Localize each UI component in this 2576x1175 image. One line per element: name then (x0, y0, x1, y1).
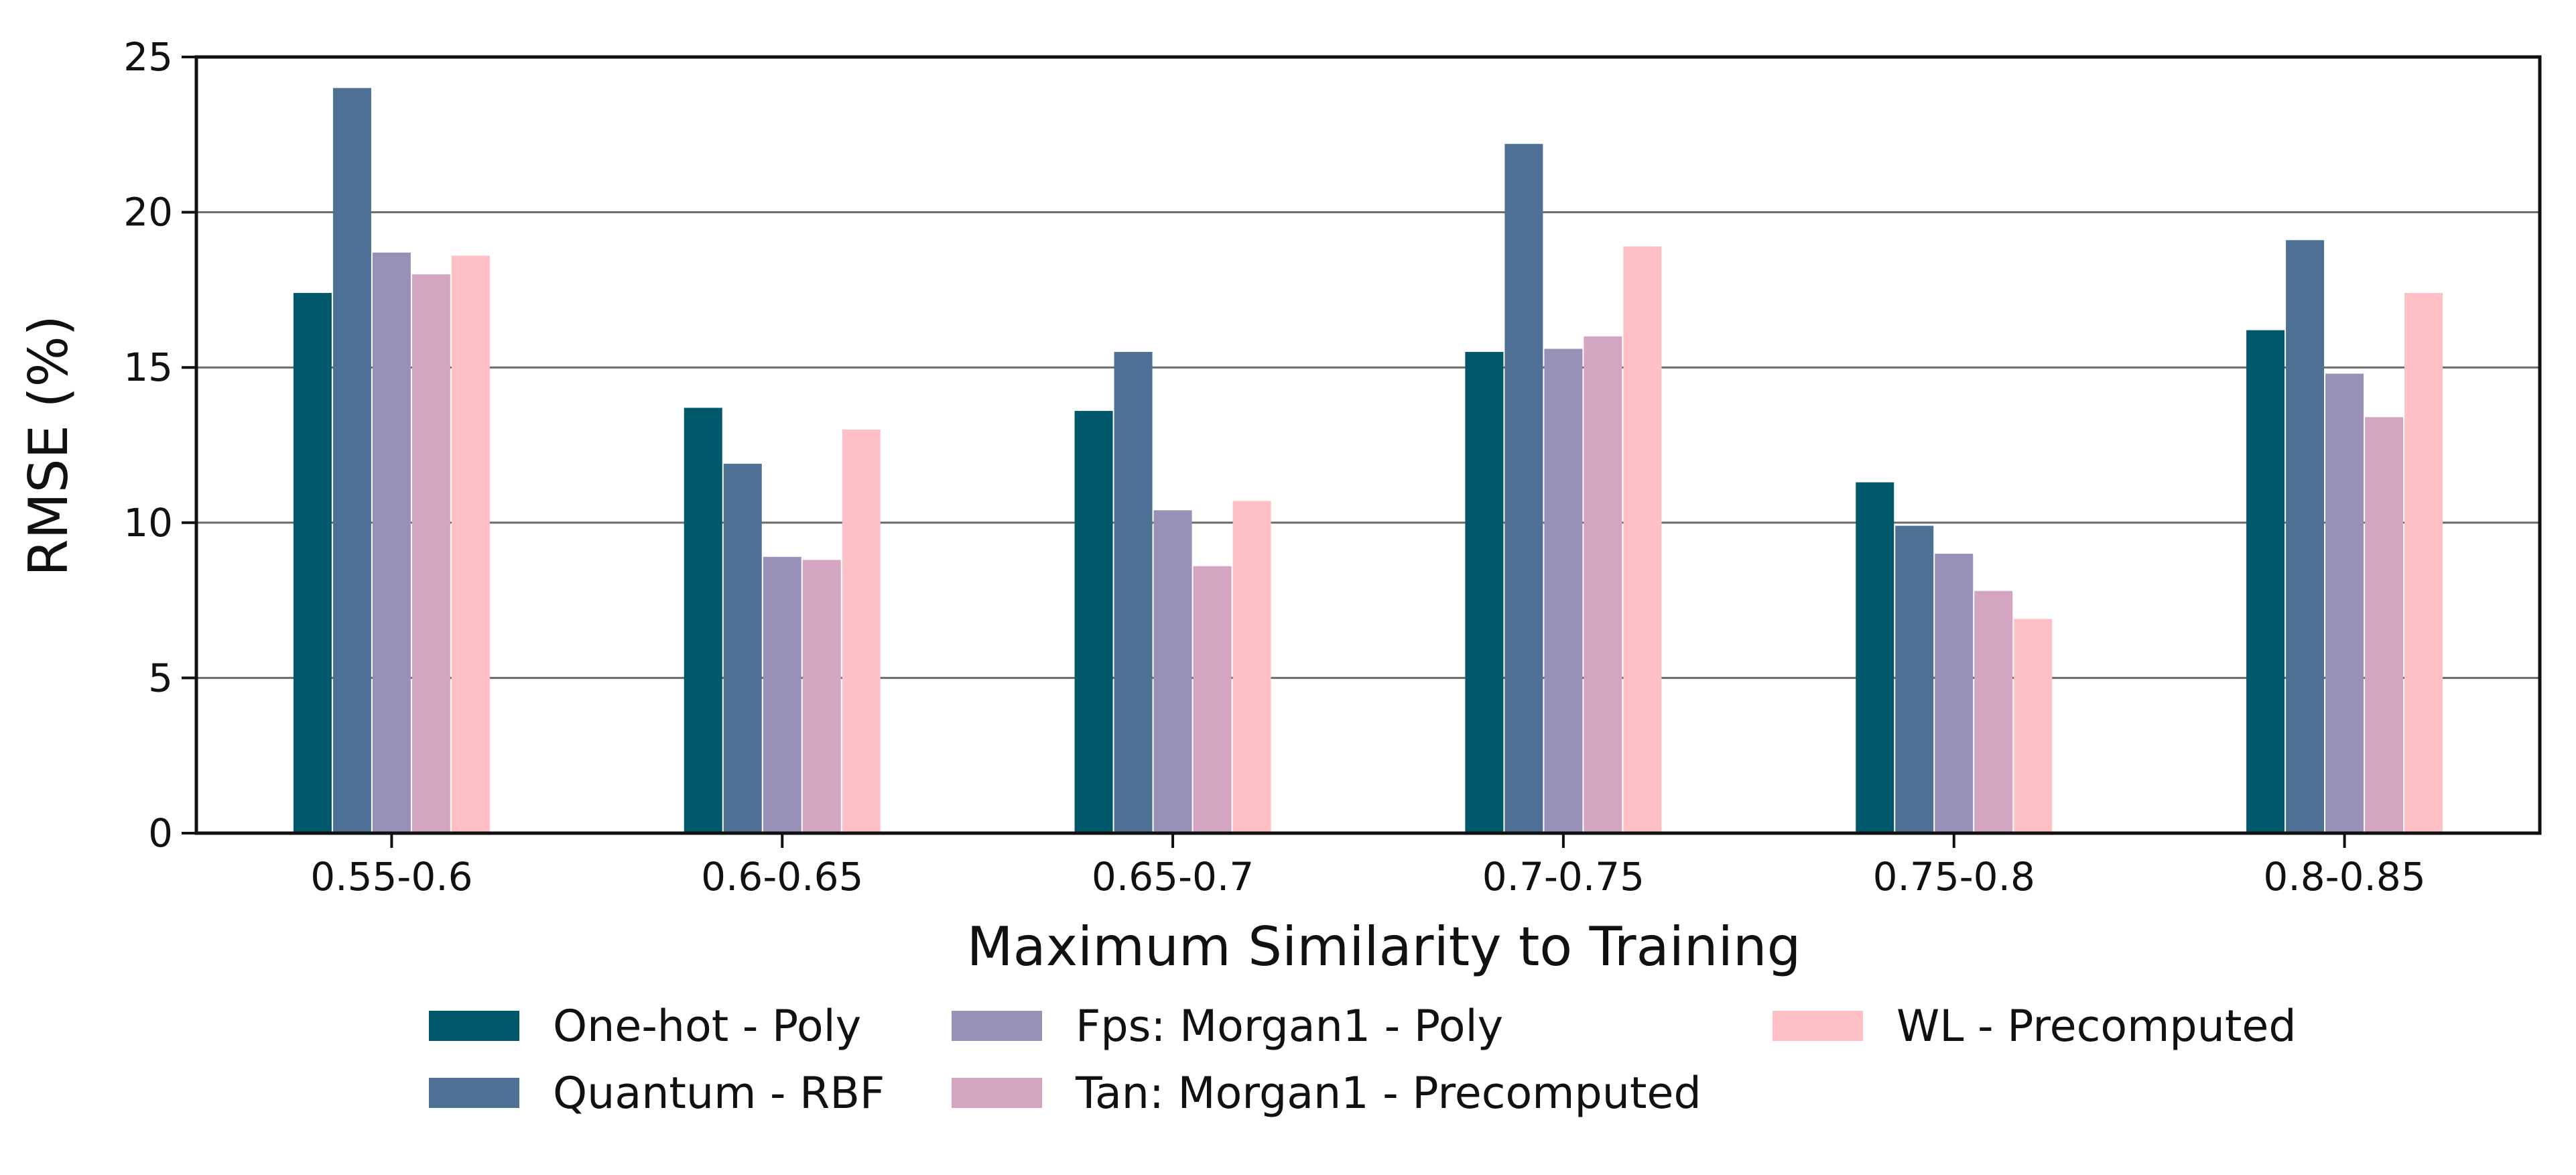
legend-swatch (429, 1011, 519, 1041)
bar (2286, 240, 2325, 834)
bar (763, 556, 801, 833)
bar (1232, 501, 1271, 833)
x-tick-label: 0.75-0.8 (1873, 854, 2035, 900)
bar (293, 293, 332, 834)
legend-label: Quantum - RBF (553, 1068, 885, 1119)
bar (802, 560, 841, 833)
bar (1114, 352, 1153, 833)
bar (1935, 554, 1974, 833)
bar (1465, 352, 1504, 833)
x-tick-label: 0.6-0.65 (701, 854, 863, 900)
x-axis: 0.55-0.6 0.6-0.65 0.65-0.7 0.7-0.75 0.75-0.8… (310, 833, 2426, 900)
bar (723, 463, 762, 833)
bar (372, 252, 411, 833)
y-tick-label: 0 (148, 810, 173, 856)
bars (293, 88, 2443, 834)
x-axis-label: Maximum Similarity to Training (967, 916, 1801, 978)
bar (2365, 417, 2404, 833)
legend-label: Tan: Morgan1 - Precomputed (1075, 1068, 1701, 1119)
y-axis: 0 5 10 15 20 25 (123, 34, 196, 856)
bar (1895, 525, 1934, 833)
bar (2404, 293, 2443, 834)
bar (1504, 143, 1543, 833)
x-tick-label: 0.65-0.7 (1092, 854, 1254, 900)
x-tick-label: 0.7-0.75 (1482, 854, 1645, 900)
bar (2246, 330, 2285, 834)
bar (1153, 510, 1192, 833)
y-tick-label: 10 (123, 500, 173, 546)
bar (451, 255, 490, 833)
y-axis-label: RMSE (%) (17, 315, 80, 576)
bar (842, 429, 881, 833)
bar (684, 408, 722, 833)
x-tick-label: 0.55-0.6 (310, 854, 472, 900)
bar (1623, 246, 1662, 833)
y-tick-label: 5 (148, 655, 173, 700)
bar (1856, 482, 1894, 833)
legend: One-hot - Poly Quantum - RBF Fps: Morgan1 … (429, 1001, 2297, 1119)
legend-swatch (429, 1078, 519, 1108)
grid-lines (196, 211, 2540, 679)
bar (1193, 566, 1232, 833)
y-tick-label: 15 (123, 345, 173, 390)
x-tick-label: 0.8-0.85 (2263, 854, 2425, 900)
bar (411, 274, 450, 833)
legend-swatch (952, 1078, 1042, 1108)
bar (1974, 591, 2013, 833)
bar (332, 88, 371, 833)
bar (1074, 411, 1113, 833)
bar (2014, 619, 2053, 833)
plot-frame (194, 55, 2542, 835)
bar (1584, 336, 1622, 833)
legend-swatch (952, 1011, 1042, 1041)
y-tick-label: 25 (123, 34, 173, 80)
legend-label: Fps: Morgan1 - Poly (1076, 1001, 1503, 1052)
legend-swatch (1773, 1011, 1863, 1041)
bar (2325, 373, 2364, 833)
legend-label: One-hot - Poly (553, 1001, 861, 1052)
legend-label: WL - Precomputed (1896, 1001, 2297, 1052)
bar (1544, 349, 1583, 833)
y-tick-label: 20 (123, 190, 173, 235)
